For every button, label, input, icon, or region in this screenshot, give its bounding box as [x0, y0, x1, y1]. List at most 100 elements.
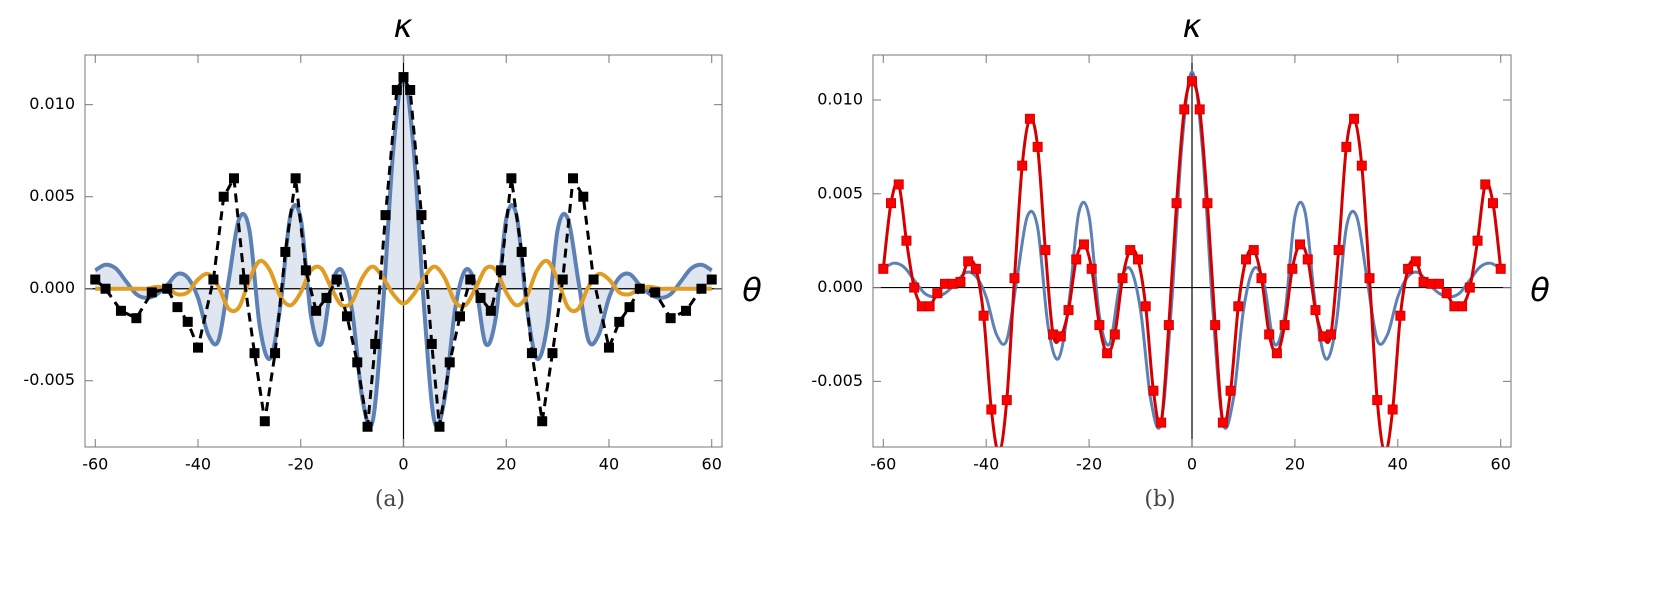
marker: [1349, 113, 1360, 124]
marker: [1457, 301, 1468, 312]
marker: [1248, 245, 1259, 256]
marker: [182, 316, 193, 327]
marker: [932, 288, 943, 299]
marker: [162, 283, 173, 294]
y-tick-label: -0.005: [811, 371, 863, 390]
x-tick-label: -60: [82, 455, 108, 474]
x-tick-label: 60: [702, 455, 722, 474]
marker: [650, 287, 661, 298]
marker: [405, 84, 416, 95]
marker: [1040, 245, 1051, 256]
x-tick-label: 40: [1388, 455, 1408, 474]
plot-area: [873, 55, 1511, 447]
marker: [1024, 113, 1035, 124]
marker: [634, 283, 645, 294]
marker: [228, 173, 239, 184]
x-tick-label: 20: [496, 455, 516, 474]
marker: [434, 421, 445, 432]
marker: [1055, 331, 1066, 342]
marker: [1163, 320, 1174, 331]
x-tick-label: -40: [185, 455, 211, 474]
marker: [886, 198, 897, 209]
marker: [1395, 310, 1406, 321]
marker: [1001, 395, 1012, 406]
marker: [1495, 263, 1506, 274]
x-tick-label: 0: [398, 455, 408, 474]
marker: [681, 305, 692, 316]
marker: [1210, 320, 1221, 331]
x-tick-label: 20: [1285, 455, 1305, 474]
x-tick-label: -20: [288, 455, 314, 474]
marker: [280, 246, 291, 257]
marker: [955, 276, 966, 287]
marker: [193, 342, 204, 353]
marker: [249, 348, 260, 359]
x-axis-label: θ: [1530, 271, 1550, 309]
marker: [1464, 282, 1475, 293]
marker: [311, 305, 322, 316]
series-line: [882, 70, 1502, 430]
marker: [1403, 263, 1414, 274]
marker: [1410, 256, 1421, 267]
marker: [1264, 329, 1275, 340]
marker: [1241, 254, 1252, 265]
marker: [1364, 273, 1375, 284]
marker: [1094, 320, 1105, 331]
y-tick-label: -0.005: [23, 370, 75, 389]
marker: [1341, 141, 1352, 152]
marker: [603, 342, 614, 353]
caption: (a): [375, 487, 405, 512]
marker: [426, 338, 437, 349]
marker: [506, 173, 517, 184]
x-tick-label: 0: [1187, 455, 1197, 474]
marker: [1480, 179, 1491, 190]
marker: [696, 283, 707, 294]
plot-area: [85, 55, 722, 447]
marker: [100, 283, 111, 294]
marker: [901, 235, 912, 246]
marker: [924, 301, 935, 312]
marker: [1156, 417, 1167, 428]
marker: [290, 173, 301, 184]
marker: [352, 357, 363, 368]
marker: [568, 173, 579, 184]
marker: [588, 274, 599, 285]
y-tick-label: 0.000: [817, 277, 863, 296]
marker: [208, 274, 219, 285]
chart-title: κ: [394, 7, 413, 45]
marker: [444, 357, 455, 368]
marker: [475, 292, 486, 303]
x-tick-label: -60: [870, 455, 896, 474]
marker: [146, 287, 157, 298]
marker: [259, 416, 270, 427]
marker: [1287, 263, 1298, 274]
marker: [1325, 329, 1336, 340]
marker: [1125, 245, 1136, 256]
chart-title: κ: [1183, 7, 1202, 45]
marker: [370, 338, 381, 349]
marker: [893, 179, 904, 190]
y-tick-label: 0.005: [29, 186, 75, 205]
marker: [465, 274, 476, 285]
marker: [380, 210, 391, 221]
series-line: [95, 258, 712, 314]
marker: [331, 274, 342, 285]
marker: [1140, 301, 1151, 312]
marker: [1295, 239, 1306, 250]
series-line: [94, 75, 713, 429]
marker: [300, 265, 311, 276]
x-tick-label: 60: [1491, 455, 1511, 474]
marker: [218, 191, 229, 202]
x-tick-label: 40: [599, 455, 619, 474]
marker: [1009, 273, 1020, 284]
marker: [1109, 329, 1120, 340]
marker: [1187, 76, 1197, 87]
marker: [1387, 404, 1398, 415]
marker: [1217, 417, 1228, 428]
marker: [321, 292, 332, 303]
marker: [391, 84, 402, 95]
y-tick-label: 0.000: [29, 278, 75, 297]
marker: [516, 246, 527, 257]
marker: [1017, 160, 1028, 171]
